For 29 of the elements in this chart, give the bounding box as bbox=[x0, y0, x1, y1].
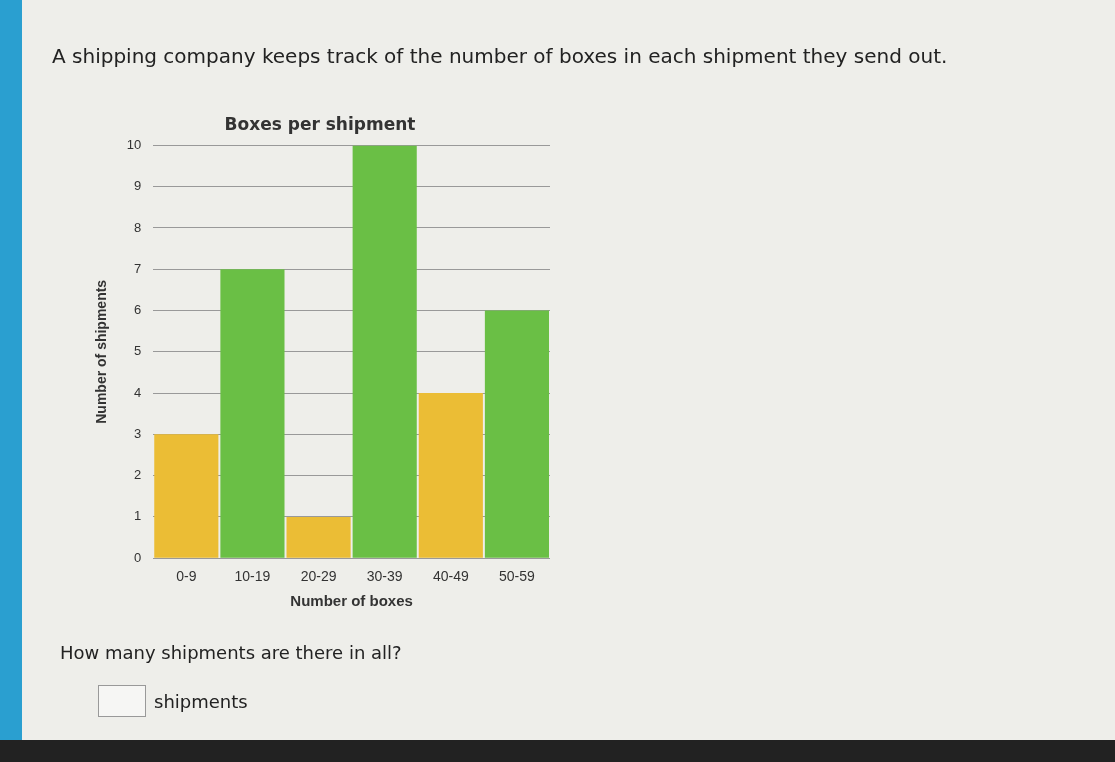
y-axis-title: Number of shipments bbox=[93, 279, 110, 424]
chart-subtitle: A shipping company keeps track of the number of boxes in each shipment they send out. bbox=[52, 44, 948, 68]
text: shipments bbox=[154, 690, 248, 712]
text: How many shipments are there in all? bbox=[60, 642, 402, 663]
y-tick-label: 2 bbox=[134, 467, 142, 483]
y-tick-label: 5 bbox=[134, 343, 142, 359]
y-tick-label: 3 bbox=[134, 425, 142, 441]
bar bbox=[154, 434, 219, 558]
x-tick-label: 50-59 bbox=[499, 568, 536, 585]
x-tick-label: 10-19 bbox=[234, 568, 271, 585]
y-tick-label: 9 bbox=[134, 178, 142, 194]
y-tick-label: 10 bbox=[126, 136, 142, 152]
x-tick-label: 0-9 bbox=[176, 568, 197, 585]
y-tick-label: 6 bbox=[134, 302, 142, 318]
y-tick-label: 8 bbox=[134, 219, 142, 235]
bar bbox=[220, 269, 285, 558]
y-tick-label: 1 bbox=[134, 508, 142, 524]
bar bbox=[286, 516, 351, 558]
bar bbox=[484, 310, 550, 558]
y-tick-label: 0 bbox=[134, 549, 142, 565]
y-tick-label: 4 bbox=[134, 384, 142, 400]
y-tick-label: 7 bbox=[134, 260, 142, 276]
x-tick-label: 30-39 bbox=[366, 568, 403, 585]
chart-title: Boxes per shipment bbox=[224, 113, 416, 134]
x-tick-label: 20-29 bbox=[300, 568, 337, 585]
x-tick-label: 40-49 bbox=[432, 568, 469, 585]
x-axis-title: Number of boxes bbox=[290, 592, 413, 610]
bar bbox=[418, 393, 483, 558]
bar bbox=[352, 145, 417, 558]
